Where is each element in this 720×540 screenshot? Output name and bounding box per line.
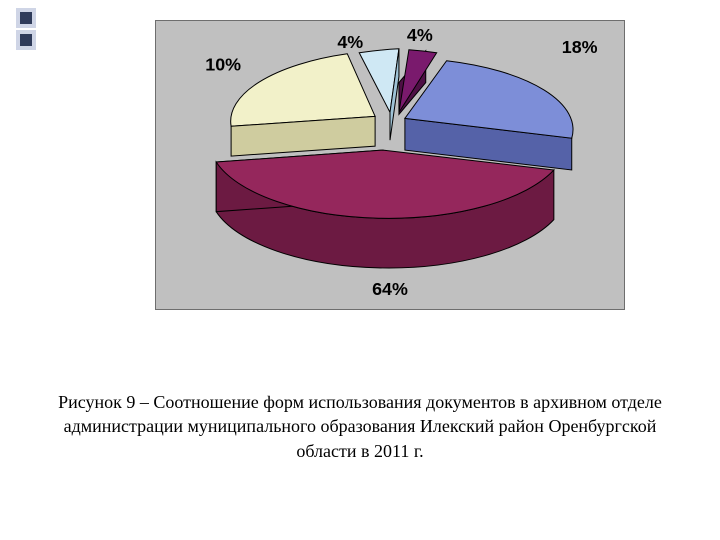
slide-bullets [20,12,32,46]
caption-line: Рисунок 9 – Соотношение форм использован… [58,392,662,412]
pie-label-10: 10% [205,55,241,75]
bullet-icon [20,12,32,24]
pie-label-4b: 4% [337,32,363,52]
caption-line: администрации муниципального образования… [64,416,657,436]
pie-slice-top-10 [231,54,375,126]
pie-label-18: 18% [562,37,598,57]
bullet-icon [20,34,32,46]
pie-label-4a: 4% [407,25,433,45]
caption-line: области в 2011 г. [296,441,423,461]
pie-chart-3d: 18% 4% 4% 10% 64% [156,21,624,309]
pie-chart-frame: 18% 4% 4% 10% 64% [155,20,625,310]
pie-label-64: 64% [372,279,408,299]
figure-caption: Рисунок 9 – Соотношение форм использован… [50,390,670,463]
